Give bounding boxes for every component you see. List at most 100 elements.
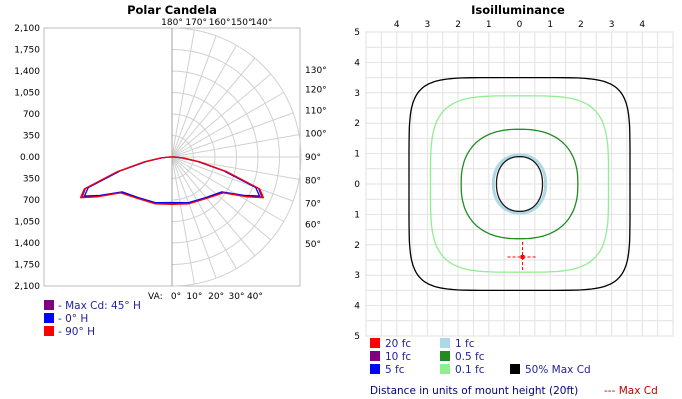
iso-left-tick-label: 2 (354, 241, 360, 251)
polar-grid-spoke (171, 57, 256, 158)
polar-grid-spoke (171, 156, 272, 241)
polar-grid-spoke (171, 156, 217, 279)
polar-grid-spoke (171, 45, 237, 158)
polar-radial-tick-label: 350 (23, 132, 40, 142)
polar-grid-spoke (171, 112, 294, 158)
iso-legend-swatch (370, 351, 380, 361)
polar-series-group (79, 156, 265, 205)
iso-left-tick-label: 1 (354, 210, 360, 220)
polar-candela-chart: Polar Candela 2,100 1,750 1,400 1,050 700 350… (14, 3, 326, 338)
polar-radial-tick-label: 1,750 (14, 261, 40, 271)
polar-bottom-angle-label: 40° (247, 292, 263, 302)
iso-left-tick-label: 2 (354, 119, 360, 129)
iso-top-tick-label: 2 (578, 20, 584, 30)
iso-chart-title: Isoilluminance (471, 3, 565, 17)
iso-top-tick-label: 3 (425, 20, 431, 30)
polar-legend: - Max Cd: 45° H- 0° H- 90° H (44, 300, 141, 338)
iso-top-tick-label: 1 (547, 20, 553, 30)
iso-legend-label: 20 fc (385, 338, 411, 350)
iso-left-tick-label: 1 (354, 150, 360, 160)
iso-contour (460, 128, 579, 240)
iso-legend-swatch (440, 364, 450, 374)
polar-grid-spoke (171, 73, 272, 158)
iso-contours-group (408, 76, 631, 292)
polar-bottom-prefix: VA: (148, 292, 163, 302)
polar-grid (171, 27, 302, 287)
polar-right-angle-label: 130° (305, 66, 327, 76)
iso-top-tick-label: 1 (486, 20, 492, 30)
polar-right-angle-label: 100° (305, 129, 327, 139)
iso-left-tick-label: 4 (354, 302, 360, 312)
polar-bottom-angle-label: 20° (208, 292, 224, 302)
polar-grid-spoke (171, 156, 195, 285)
polar-right-angle-label: 80° (305, 177, 321, 187)
polar-right-angle-label: 110° (305, 107, 327, 117)
polar-top-angle-label: 170° (185, 18, 207, 28)
iso-max-cd-legend: --- Max Cd (604, 385, 658, 397)
iso-legend-label: 1 fc (455, 338, 475, 350)
iso-left-tick-label: 4 (354, 58, 360, 68)
iso-legend-label: 0.5 fc (455, 351, 485, 363)
polar-right-angle-label: 70° (305, 199, 321, 209)
iso-legend-swatch (440, 351, 450, 361)
polar-grid-spoke (171, 156, 237, 269)
iso-top-tick-label: 0 (517, 20, 523, 30)
isoilluminance-chart: Isoilluminance 4 3 2 1 0 1 2 3 4 5 4 3 2 1 0 1 2 3 4 5 20 f… (354, 3, 674, 397)
polar-top-angle-label: 160° (209, 18, 231, 28)
polar-right-angle-label: 120° (305, 85, 327, 95)
iso-legend-label: 10 fc (385, 351, 411, 363)
polar-radial-tick-label: 1,050 (14, 89, 40, 99)
iso-max-cd-point (520, 254, 525, 259)
iso-left-tick-label: 0 (354, 180, 360, 190)
polar-top-angle-label: 140° (251, 18, 273, 28)
iso-top-tick-label: 3 (609, 20, 615, 30)
polar-radial-tick-label: 700 (23, 110, 40, 120)
polar-legend-swatch (44, 300, 54, 310)
polar-radial-tick-label: 0.00 (20, 153, 40, 163)
polar-angle-tick-labels: 180° 170° 160° 150°140° 130° 120° 110° 100° 90° 8… (148, 18, 327, 302)
polar-top-angle-label: 180° (161, 18, 183, 28)
iso-left-tick-label: 3 (354, 89, 360, 99)
polar-grid-spoke (171, 35, 217, 158)
iso-top-tick-label: 4 (639, 20, 645, 30)
iso-max-cd-marker (507, 241, 538, 272)
iso-left-tick-label: 3 (354, 271, 360, 281)
polar-radial-tick-label: 2,100 (14, 24, 40, 34)
polar-radial-tick-label: 1,750 (14, 46, 40, 56)
iso-top-tick-label: 2 (455, 20, 461, 30)
polar-grid-spoke (171, 134, 300, 158)
iso-legend-swatch (440, 338, 450, 348)
iso-legend-label: 5 fc (385, 364, 405, 376)
polar-radial-tick-label: 2,100 (14, 282, 40, 292)
iso-legend-swatch (510, 364, 520, 374)
iso-legend-swatch (370, 338, 380, 348)
iso-contour (408, 76, 631, 292)
iso-left-tick-label: 5 (354, 28, 360, 38)
polar-radial-tick-labels: 2,100 1,750 1,400 1,050 700 350 0.00 350 700 1,05… (14, 24, 40, 292)
polar-legend-swatch (44, 313, 54, 323)
polar-grid-spoke (171, 156, 294, 202)
iso-top-tick-label: 4 (394, 20, 400, 30)
iso-legend-label: 50% Max Cd (525, 364, 591, 376)
polar-radial-tick-label: 350 (23, 175, 40, 185)
polar-right-angle-label: 60° (305, 221, 321, 231)
polar-legend-label: - 90° H (58, 326, 95, 338)
iso-contour (495, 155, 544, 213)
polar-legend-swatch (44, 326, 54, 336)
iso-contour (429, 95, 610, 273)
polar-right-angle-label: 90° (305, 153, 321, 163)
polar-bottom-angle-label: 30° (229, 292, 245, 302)
polar-grid-spoke (171, 156, 284, 222)
iso-grid (365, 31, 674, 337)
polar-legend-label: - 0° H (58, 313, 88, 325)
polar-bottom-angle-label: 0° (171, 292, 181, 302)
polar-bottom-angle-label: 10° (186, 292, 202, 302)
polar-radial-tick-label: 1,400 (14, 239, 40, 249)
polar-radial-tick-label: 1,050 (14, 218, 40, 228)
iso-tick-labels: 4 3 2 1 0 1 2 3 4 5 4 3 2 1 0 1 2 3 4 5 (354, 20, 645, 342)
polar-grid-spoke (171, 92, 284, 158)
polar-grid-spoke (171, 29, 195, 158)
iso-legend-swatch (370, 364, 380, 374)
polar-radial-tick-label: 1,400 (14, 67, 40, 77)
